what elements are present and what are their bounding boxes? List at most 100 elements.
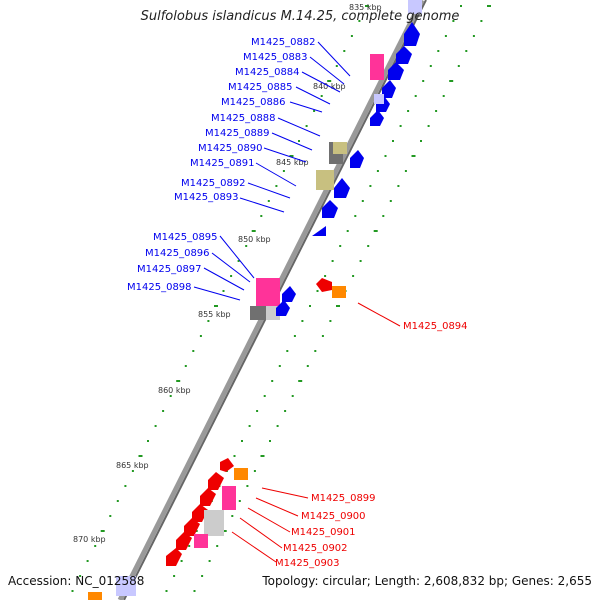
- track-dot: [124, 485, 127, 487]
- track-dot: [452, 20, 455, 22]
- track-dot: [275, 185, 278, 187]
- gene-cluster-top: [370, 0, 422, 126]
- track-dot: [422, 80, 425, 82]
- track-dot: [339, 245, 342, 247]
- track-dot: [86, 560, 89, 562]
- track-dot: [407, 110, 410, 112]
- gene-cluster-middle: [312, 142, 364, 236]
- track-dash: [487, 5, 491, 7]
- track-dot: [331, 260, 334, 262]
- track-dot: [109, 515, 112, 517]
- track-dot: [195, 530, 198, 532]
- red-gene-labels: M1425_0894 M1425_0899 M1425_0900 M1425_0…: [275, 321, 468, 569]
- gene-label-blue: M1425_0886: [221, 97, 286, 108]
- track-dot: [230, 275, 233, 277]
- track-dot: [313, 110, 316, 112]
- track-dot: [222, 290, 225, 292]
- track-dot: [376, 170, 379, 172]
- scale-label-835: 835 kbp: [349, 3, 382, 12]
- track-dot: [472, 35, 475, 37]
- gene-arrow-blue: [282, 286, 296, 302]
- track-dash: [251, 230, 256, 232]
- track-dot: [131, 470, 134, 472]
- gene-cluster-lower: [250, 278, 296, 320]
- track-dot: [316, 290, 319, 292]
- track-dot: [457, 65, 460, 67]
- track-dot: [343, 50, 346, 52]
- scale-label-850: 850 kbp: [238, 235, 271, 244]
- gene-box-khaki: [316, 170, 334, 190]
- track-dot: [324, 275, 327, 277]
- track-dot: [216, 545, 219, 547]
- gene-cluster-right: [316, 278, 346, 298]
- gene-arrow-red: [208, 472, 224, 490]
- gene-box-lightgray: [204, 510, 224, 536]
- red-leader-lines: [231, 302, 401, 563]
- track-dot: [208, 560, 211, 562]
- gene-box-lightblue: [116, 576, 136, 596]
- gene-label-red: M1425_0901: [291, 527, 356, 538]
- genome-title: Sulfolobus islandicus M.14.25, complete …: [140, 9, 460, 24]
- accession-text: Accession: NC_012588: [8, 574, 145, 588]
- track-dot: [329, 320, 332, 322]
- gene-box-pink: [370, 54, 384, 80]
- gene-arrow-blue: [334, 178, 350, 198]
- gene-label-red: M1425_0899: [311, 493, 376, 504]
- track-dot: [392, 140, 394, 142]
- track-dot: [350, 35, 353, 37]
- track-dash: [411, 155, 416, 157]
- track-dash: [176, 380, 181, 382]
- track-dot: [442, 95, 445, 97]
- track-dot: [465, 50, 468, 52]
- track-dot: [278, 365, 281, 367]
- track-dot: [420, 140, 422, 142]
- gene-box-pink: [194, 534, 208, 548]
- track-dash: [260, 455, 265, 457]
- gene-arrow-blue: [312, 226, 326, 236]
- gene-label-red: M1425_0894: [403, 321, 468, 332]
- gene-label-blue: M1425_0891: [190, 158, 255, 169]
- track-dot: [358, 20, 361, 22]
- scale-label-865: 865 kbp: [116, 461, 149, 470]
- track-dot: [162, 410, 165, 412]
- track-dot: [276, 425, 279, 427]
- track-dot: [193, 590, 196, 592]
- gene-label-blue: M1425_0883: [243, 52, 308, 63]
- track-dot: [286, 350, 289, 352]
- track-dot: [192, 350, 195, 352]
- track-dot: [180, 560, 183, 562]
- track-dot: [460, 5, 462, 7]
- track-dot: [397, 185, 400, 187]
- gene-arrow-blue: [350, 150, 364, 168]
- track-dot: [314, 350, 317, 352]
- track-dot: [233, 455, 236, 457]
- gene-label-blue: M1425_0898: [127, 282, 192, 293]
- track-dot: [367, 245, 370, 247]
- track-dot: [199, 335, 202, 337]
- gene-label-blue: M1425_0897: [137, 264, 202, 275]
- track-dot: [444, 35, 447, 37]
- gene-box-lightblue: [374, 94, 384, 104]
- gene-label-blue: M1425_0893: [174, 192, 239, 203]
- gene-arrow-blue: [276, 300, 290, 316]
- track-dot: [382, 215, 385, 217]
- track-dot: [335, 65, 338, 67]
- scale-label-860: 860 kbp: [158, 386, 191, 395]
- gene-label-red: M1425_0902: [283, 543, 348, 554]
- gene-label-blue: M1425_0889: [205, 128, 270, 139]
- blue-gene-labels: M1425_0882 M1425_0883 M1425_0884 M1425_0…: [127, 37, 316, 293]
- track-dot: [437, 50, 440, 52]
- track-dot: [284, 410, 287, 412]
- track-dot: [298, 140, 300, 142]
- gene-box-gray: [250, 306, 266, 320]
- track-dot: [263, 395, 266, 397]
- gene-arrow-red: [316, 278, 332, 292]
- gene-arrow-blue: [382, 80, 396, 98]
- track-dot: [154, 425, 157, 427]
- gene-box-orange: [234, 468, 248, 480]
- gene-arrow-red: [200, 488, 216, 506]
- track-dash: [289, 155, 294, 157]
- track-dash: [336, 305, 340, 307]
- track-dot: [435, 110, 438, 112]
